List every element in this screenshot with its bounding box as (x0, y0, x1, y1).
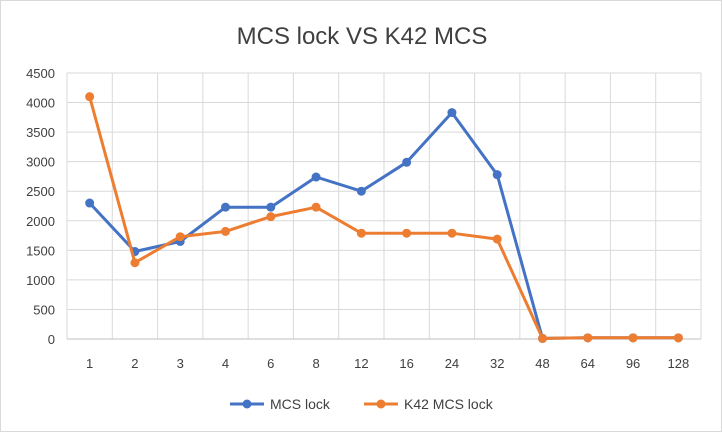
legend-label: K42 MCS lock (404, 396, 494, 412)
data-point (221, 202, 230, 212)
data-point (311, 172, 321, 182)
x-tick-label: 8 (312, 356, 319, 371)
chart-title: MCS lock VS K42 MCS (237, 23, 488, 50)
y-tick-label: 1500 (26, 243, 55, 258)
y-tick-label: 500 (33, 302, 55, 317)
x-tick-label: 32 (490, 356, 504, 371)
data-point (628, 333, 638, 343)
data-point (266, 212, 276, 222)
grid (66, 72, 702, 340)
x-tick-label: 1 (86, 356, 93, 371)
data-point (85, 92, 95, 102)
x-tick-label: 128 (668, 356, 690, 371)
y-tick-label: 1000 (26, 273, 55, 288)
legend: MCS lock K42 MCS lock (230, 396, 494, 412)
legend-label: MCS lock (270, 396, 331, 412)
data-point (447, 228, 457, 238)
y-axis: 0 500 1000 1500 2000 2500 3000 3500 4000 4500 (26, 66, 55, 347)
series-lines (85, 92, 683, 343)
x-tick-label: 24 (445, 356, 459, 371)
x-tick-label: 4 (222, 356, 229, 371)
data-point (130, 258, 140, 268)
x-tick-label: 6 (267, 356, 274, 371)
x-tick-label: 2 (131, 356, 138, 371)
data-point (447, 108, 457, 118)
data-point (85, 198, 95, 208)
y-tick-label: 3000 (26, 155, 55, 170)
series-line-1 (88, 95, 680, 340)
data-point (402, 157, 412, 167)
data-point (266, 202, 276, 212)
x-tick-label: 96 (626, 356, 640, 371)
data-point (538, 333, 547, 343)
x-tick-label: 16 (399, 356, 413, 371)
y-tick-label: 4000 (26, 96, 55, 111)
data-point (492, 170, 502, 180)
y-tick-label: 0 (48, 332, 55, 347)
legend-marker (242, 399, 252, 409)
y-tick-label: 2500 (26, 184, 55, 199)
x-tick-label: 64 (581, 356, 595, 371)
data-point (402, 228, 412, 238)
x-tick-label: 12 (354, 356, 368, 371)
x-tick-label: 3 (177, 356, 184, 371)
data-point (583, 333, 593, 343)
data-point (221, 226, 230, 236)
data-point (356, 186, 366, 196)
data-point (311, 202, 321, 212)
data-point (673, 333, 683, 343)
data-point (175, 232, 185, 242)
legend-marker (376, 399, 386, 409)
y-tick-label: 4500 (26, 66, 55, 81)
data-point (356, 228, 366, 238)
y-tick-label: 3500 (26, 125, 55, 140)
y-tick-label: 2000 (26, 214, 55, 229)
x-axis: 1 2 3 4 6 8 12 16 24 32 48 64 96 128 (67, 338, 701, 371)
data-point (492, 234, 502, 244)
x-tick-label: 48 (535, 356, 549, 371)
